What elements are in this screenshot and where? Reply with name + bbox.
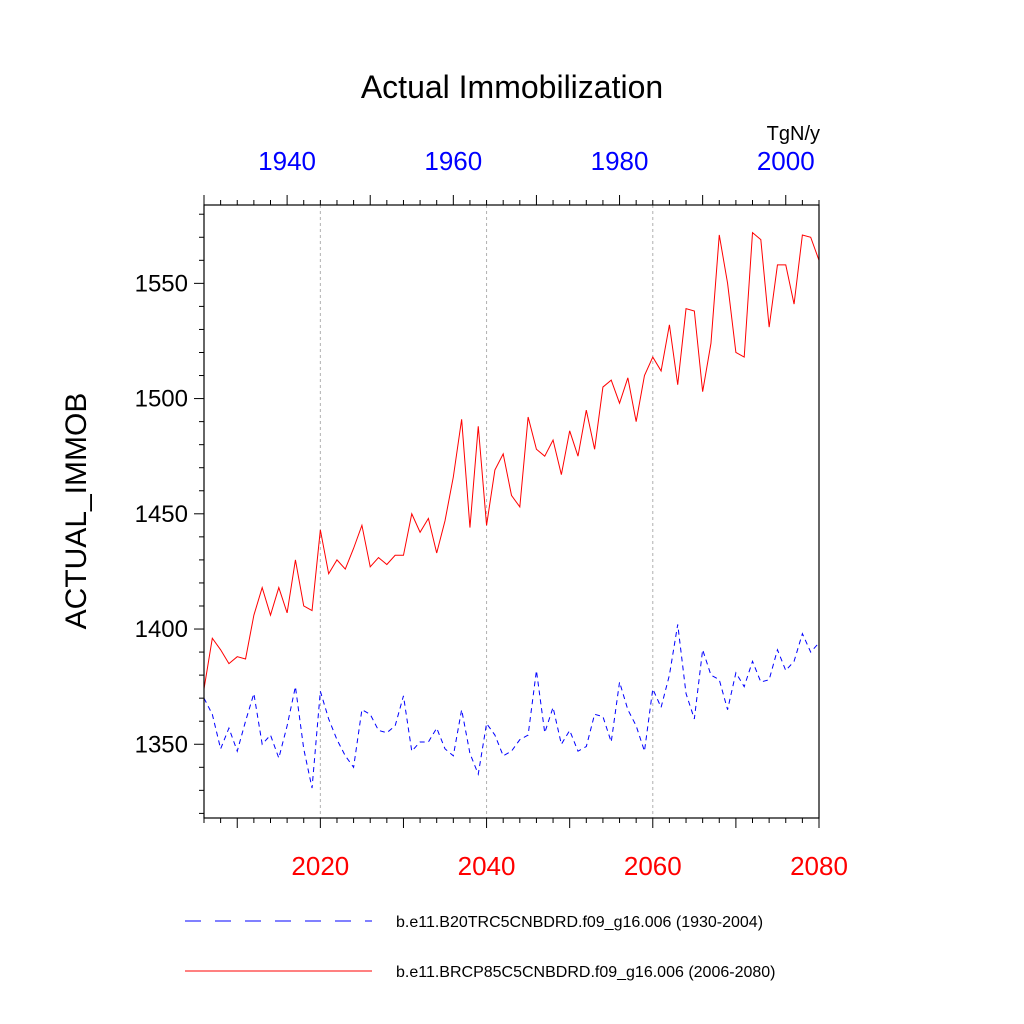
- gridlines: [319, 205, 654, 818]
- y-axis-label: ACTUAL_IMMOB: [60, 393, 93, 630]
- units-label: TgN/y: [767, 123, 820, 145]
- x-top-tick-label: 1980: [591, 146, 649, 176]
- y-tick-label: 1450: [135, 501, 188, 528]
- x-top-tick-label: 1940: [258, 146, 316, 176]
- plot-frame: [203, 204, 820, 819]
- axes: 1350 1400 1450 1500 1550 2020 2040 2060 2080 1940…: [135, 146, 848, 881]
- chart-title: Actual Immobilization: [361, 69, 663, 105]
- series-lines: [203, 231, 820, 789]
- series-line-2: [203, 231, 820, 690]
- x-bottom-tick-label: 2040: [458, 851, 516, 881]
- legend: b.e11.B20TRC5CNBDRD.f09_g16.006 (1930-20…: [185, 914, 775, 981]
- x-bottom-tick-label: 2060: [624, 851, 682, 881]
- legend-label-2: b.e11.BRCP85C5CNBDRD.f09_g16.006 (2006-2…: [396, 964, 775, 981]
- x-top-tick-label: 1960: [424, 146, 482, 176]
- series-line-1: [203, 624, 820, 789]
- x-top-tick-label: 2000: [757, 146, 815, 176]
- y-tick-label: 1500: [135, 386, 188, 413]
- x-bottom-tick-label: 2080: [790, 851, 848, 881]
- legend-label-1: b.e11.B20TRC5CNBDRD.f09_g16.006 (1930-20…: [396, 914, 763, 931]
- y-tick-label: 1550: [135, 270, 188, 297]
- x-bottom-tick-label: 2020: [291, 851, 349, 881]
- y-tick-label: 1350: [135, 731, 188, 758]
- y-tick-label: 1400: [135, 616, 188, 643]
